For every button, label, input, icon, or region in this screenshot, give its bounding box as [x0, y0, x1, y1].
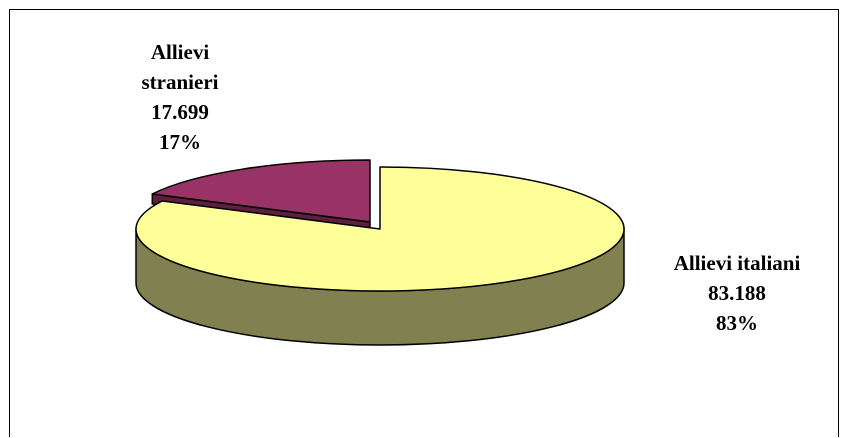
percent-stranieri: 17% — [159, 130, 201, 154]
value-italiani: 83.188 — [708, 281, 766, 305]
label-stranieri-line-2: stranieri — [141, 70, 219, 94]
label-italiani-line-1: Allievi italiani — [673, 251, 801, 275]
pie-slice-stranieri — [151, 159, 371, 223]
pie-slice-italiani — [135, 166, 625, 292]
label-allievi-italiani: Allievi italiani 83.188 83% — [642, 248, 832, 338]
pie-chart — [135, 159, 625, 346]
value-stranieri: 17.699 — [151, 100, 209, 124]
label-allievi-stranieri: Allievi stranieri 17.699 17% — [110, 37, 250, 157]
chart-area: Allievi stranieri 17.699 17% Allievi ita… — [9, 9, 839, 437]
label-stranieri-line-1: Allievi — [150, 40, 210, 64]
percent-italiani: 83% — [716, 311, 758, 335]
